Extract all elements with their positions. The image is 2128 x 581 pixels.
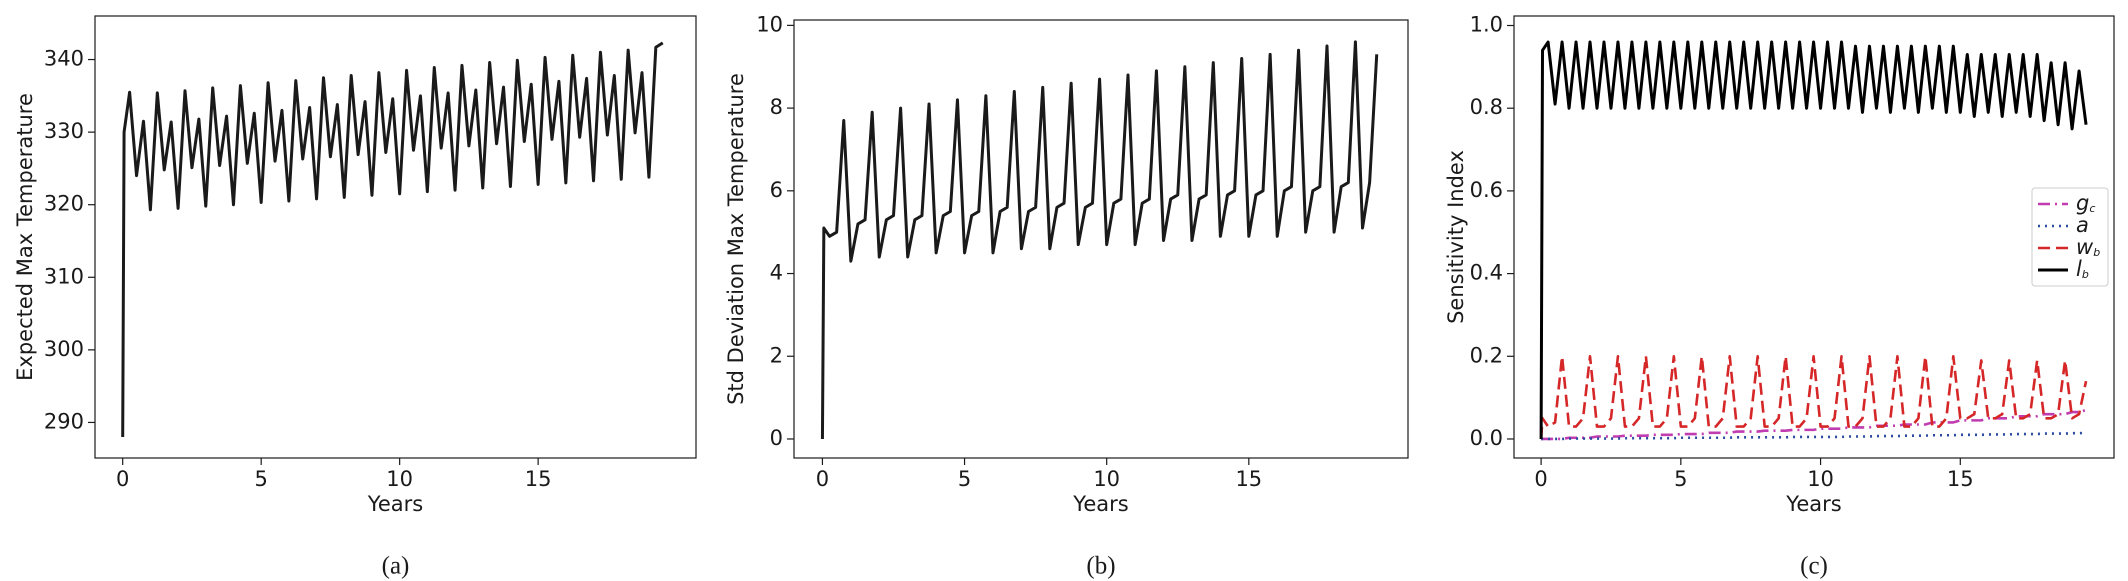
y-tick-label: 340 [44, 47, 84, 71]
line-series [1539, 40, 2088, 439]
caption: (a) [382, 553, 410, 580]
y-tick-label: 310 [44, 264, 84, 288]
y-axis-label: Sensitivity Index [1444, 150, 1468, 324]
y-tick-label: 0 [770, 426, 783, 450]
y-axis-label: Expected Max Temperature [13, 93, 37, 381]
y-tick-label: 1.0 [1470, 13, 1503, 37]
y-axis-label: Std Deviation Max Temperature [724, 73, 748, 405]
x-tick-label: 0 [816, 467, 829, 491]
x-tick-label: 10 [1093, 467, 1120, 491]
y-tick-label: 0.0 [1470, 426, 1503, 450]
x-tick-label: 10 [386, 467, 413, 491]
y-tick-label: 10 [756, 12, 783, 36]
y-tick-label: 4 [770, 261, 783, 285]
line-series [121, 41, 664, 437]
x-axis-label: Years [1785, 492, 1841, 516]
y-tick-label: 0.2 [1470, 343, 1503, 367]
x-tick-label: 0 [1534, 467, 1547, 491]
legend-label: wb [2076, 235, 2100, 259]
x-tick-label: 5 [958, 467, 971, 491]
legend-box [2031, 187, 2109, 287]
y-tick-label: 0.8 [1470, 95, 1503, 119]
legend-label: gc [2076, 191, 2095, 215]
y-tick-label: 300 [44, 337, 84, 361]
x-axis-label: Years [367, 492, 423, 516]
line-series [1541, 408, 2087, 441]
axes-frame [94, 15, 697, 459]
y-tick-label: 6 [770, 178, 783, 202]
x-axis-label: Years [1072, 492, 1128, 516]
y-tick-label: 0.6 [1470, 178, 1503, 202]
line-series [1539, 354, 2088, 440]
x-tick-label: 5 [254, 467, 267, 491]
x-tick-label: 15 [1235, 467, 1262, 491]
x-tick-label: 15 [1947, 467, 1974, 491]
caption: (c) [1800, 553, 1828, 580]
subplot: 0 5 10 15 0.0 0.2 0.4 0.6 0.8 1.0 Years Sensitivity… [1444, 13, 2115, 580]
y-tick-label: 0.4 [1470, 261, 1503, 285]
legend-label: lb [2076, 257, 2089, 281]
axes-frame [793, 19, 1409, 459]
x-tick-label: 10 [1807, 467, 1834, 491]
legend-label: a [2076, 213, 2089, 237]
caption: (b) [1086, 553, 1115, 580]
x-tick-label: 15 [525, 467, 552, 491]
line-series [820, 40, 1379, 439]
subplot: 0 5 10 15 290 300 310 320 330 340 Years Expected Ma… [13, 15, 697, 580]
line-series [1541, 431, 2087, 441]
x-tick-label: 5 [1674, 467, 1687, 491]
y-tick-label: 330 [44, 119, 84, 143]
x-tick-label: 0 [116, 467, 129, 491]
y-tick-label: 2 [770, 343, 783, 367]
y-tick-label: 290 [44, 409, 84, 433]
y-tick-label: 8 [770, 95, 783, 119]
y-tick-label: 320 [44, 192, 84, 216]
axes-frame [1513, 15, 2115, 459]
